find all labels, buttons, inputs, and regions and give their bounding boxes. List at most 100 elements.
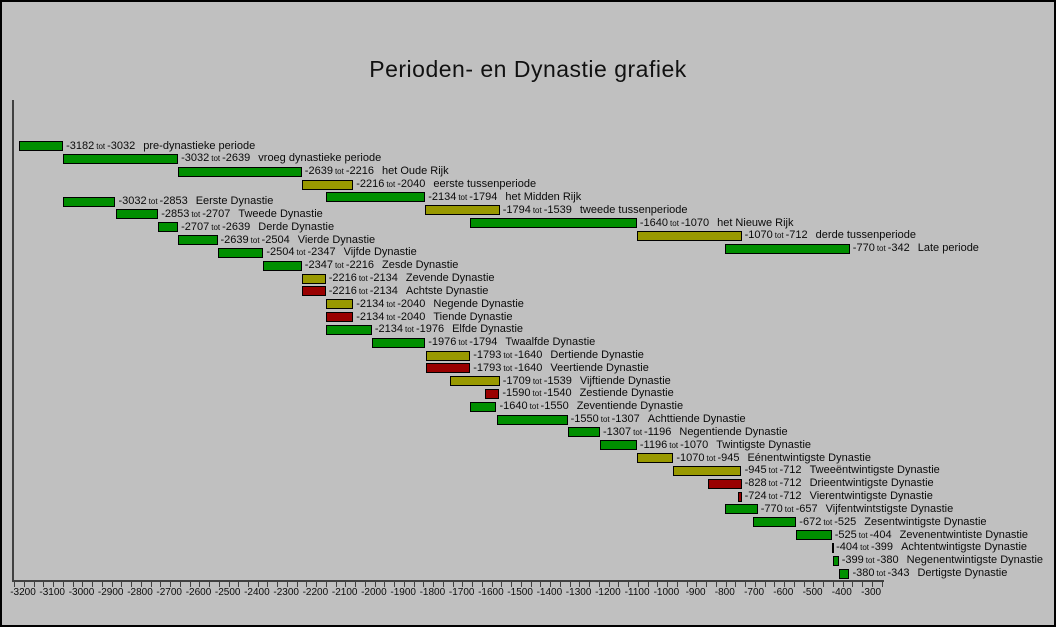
x-axis-tick [589, 582, 591, 587]
x-axis-tick [121, 582, 123, 587]
bar-label: -3032 tot -2639 vroeg dynastieke periode [181, 153, 381, 164]
dynasty-bar [567, 427, 601, 438]
bar-label: -770 tot -657 Vijfentwintstigste Dynastie [761, 503, 954, 515]
period-bar [425, 205, 500, 216]
x-axis-tick [296, 582, 298, 587]
x-axis-tick [101, 582, 103, 587]
x-axis-tick [745, 582, 747, 587]
bar-label: -724 tot -712 Vierentwintigste Dynastie [745, 491, 933, 502]
bar-label: -2347 tot -2216 Zesde Dynastie [305, 260, 459, 271]
bar-name: Vijftiende Dynastie [579, 374, 671, 387]
bar-label: -399 tot -380 Negenentwintigste Dynastie [842, 555, 1043, 566]
bar-start-value: -828 [744, 477, 767, 490]
x-axis-tick [82, 582, 84, 587]
x-axis-tick [335, 582, 337, 587]
range-word: tot [532, 205, 542, 215]
bar-label: -2707 tot -2639 Derde Dynastie [181, 220, 334, 233]
x-axis-tick [394, 582, 396, 587]
dynasty-bar [470, 401, 497, 412]
bar-end-value: -712 [779, 477, 802, 490]
x-axis-tick-label: -1700 [448, 587, 475, 598]
dynasty-bar [425, 363, 471, 374]
bar-label: -1709 tot -1539 Vijftiende Dynastie [503, 374, 671, 387]
bar-start-value: -399 [841, 554, 864, 567]
x-axis-tick-label: -1500 [507, 587, 533, 598]
bar-name: vroeg dynastieke periode [258, 152, 382, 165]
bar-end-value: -712 [779, 464, 802, 477]
x-axis-tick [852, 582, 854, 587]
dynasty-bar [158, 222, 179, 233]
bar-name: Twintigste Dynastie [716, 438, 812, 451]
bar-label: -1590 tot -1540 Zestiende Dynastie [502, 388, 673, 399]
bar-end-value: -525 [834, 515, 857, 528]
x-axis-tick [374, 582, 376, 587]
x-axis-tick [92, 582, 93, 587]
range-word: tot [532, 389, 542, 399]
x-axis-tick [862, 582, 864, 587]
bar-start-value: -1976 [428, 336, 457, 349]
x-axis-tick-label: -1300 [565, 587, 592, 598]
range-word: tot [784, 504, 794, 514]
dynasty-bar [673, 465, 742, 476]
range-word: tot [334, 261, 344, 271]
bar-name: het Oude Rijk [381, 165, 449, 178]
bar-start-value: -2216 [328, 272, 357, 284]
dynasty-bar [63, 196, 116, 207]
range-word: tot [774, 231, 784, 241]
dynasty-bar [636, 453, 674, 464]
range-word: tot [211, 222, 221, 232]
x-axis-tick [277, 582, 279, 587]
bar-start-value: -2707 [181, 220, 210, 233]
bar-label: -1793 tot -1640 Dertiende Dynastie [473, 350, 644, 361]
range-word: tot [768, 492, 778, 502]
bar-label: -525 tot -404 Zevenentwintiste Dynastie [835, 528, 1029, 541]
bar-end-value: -1070 [680, 438, 709, 451]
x-axis-tick-label: -800 [714, 587, 735, 598]
bar-end-value: -2216 [345, 259, 374, 272]
bar-end-value: -1307 [611, 413, 640, 426]
range-word: tot [876, 569, 886, 579]
bar-name: het Nieuwe Rijk [717, 216, 794, 229]
range-word: tot [358, 274, 368, 283]
bar-end-value: -2707 [202, 207, 231, 220]
bar-label: -1070 tot -712 derde tussenperiode [745, 230, 916, 241]
bar-start-value: -1070 [676, 451, 705, 464]
bar-end-value: -2853 [159, 195, 188, 207]
range-word: tot [386, 299, 396, 309]
x-axis-tick [520, 582, 522, 587]
bar-name: Tiende Dynastie [433, 310, 513, 323]
bar-end-value: -3032 [107, 139, 136, 152]
x-axis-tick [550, 582, 552, 587]
x-axis-tick [501, 582, 503, 587]
bar-start-value: -724 [744, 490, 767, 503]
range-word: tot [669, 440, 679, 450]
bar-name: Tweeëntwintigste Dynastie [809, 464, 940, 477]
dynasty-bar [831, 542, 834, 553]
dynasty-bar [753, 517, 797, 528]
dynasty-bar [325, 299, 354, 310]
x-axis-tick [706, 582, 708, 587]
bar-end-value: -2134 [369, 284, 398, 297]
bar-label: -828 tot -712 Drieentwintigste Dynastie [745, 478, 934, 489]
dynasty-bar [796, 530, 832, 541]
bar-label: -380 tot -343 Dertigste Dynastie [853, 568, 1008, 579]
bar-start-value: -945 [744, 464, 767, 477]
x-axis-tick [559, 582, 561, 587]
bar-end-value: -1540 [543, 387, 572, 400]
bar-start-value: -2639 [304, 165, 333, 178]
x-axis-tick [72, 582, 74, 587]
x-axis-tick-label: -2800 [127, 587, 153, 598]
dynasty-bar [178, 235, 218, 245]
bar-label: -2134 tot -2040 Tiende Dynastie [356, 310, 513, 323]
dynasty-bar [724, 504, 758, 515]
bar-label: -2853 tot -2707 Tweede Dynastie [161, 207, 323, 220]
bar-end-value: -343 [887, 567, 910, 580]
bar-start-value: -2347 [304, 259, 333, 272]
bar-name: Negende Dynastie [433, 297, 524, 310]
bar-start-value: -2504 [266, 246, 295, 259]
bar-name: eerste tussenperiode [433, 178, 537, 190]
bar-label: -2216 tot -2134 Zevende Dynastie [329, 273, 495, 284]
x-axis-tick [530, 582, 532, 587]
bar-name: Zevenentwintiste Dynastie [899, 528, 1029, 541]
bar-end-value: -2040 [397, 178, 426, 190]
